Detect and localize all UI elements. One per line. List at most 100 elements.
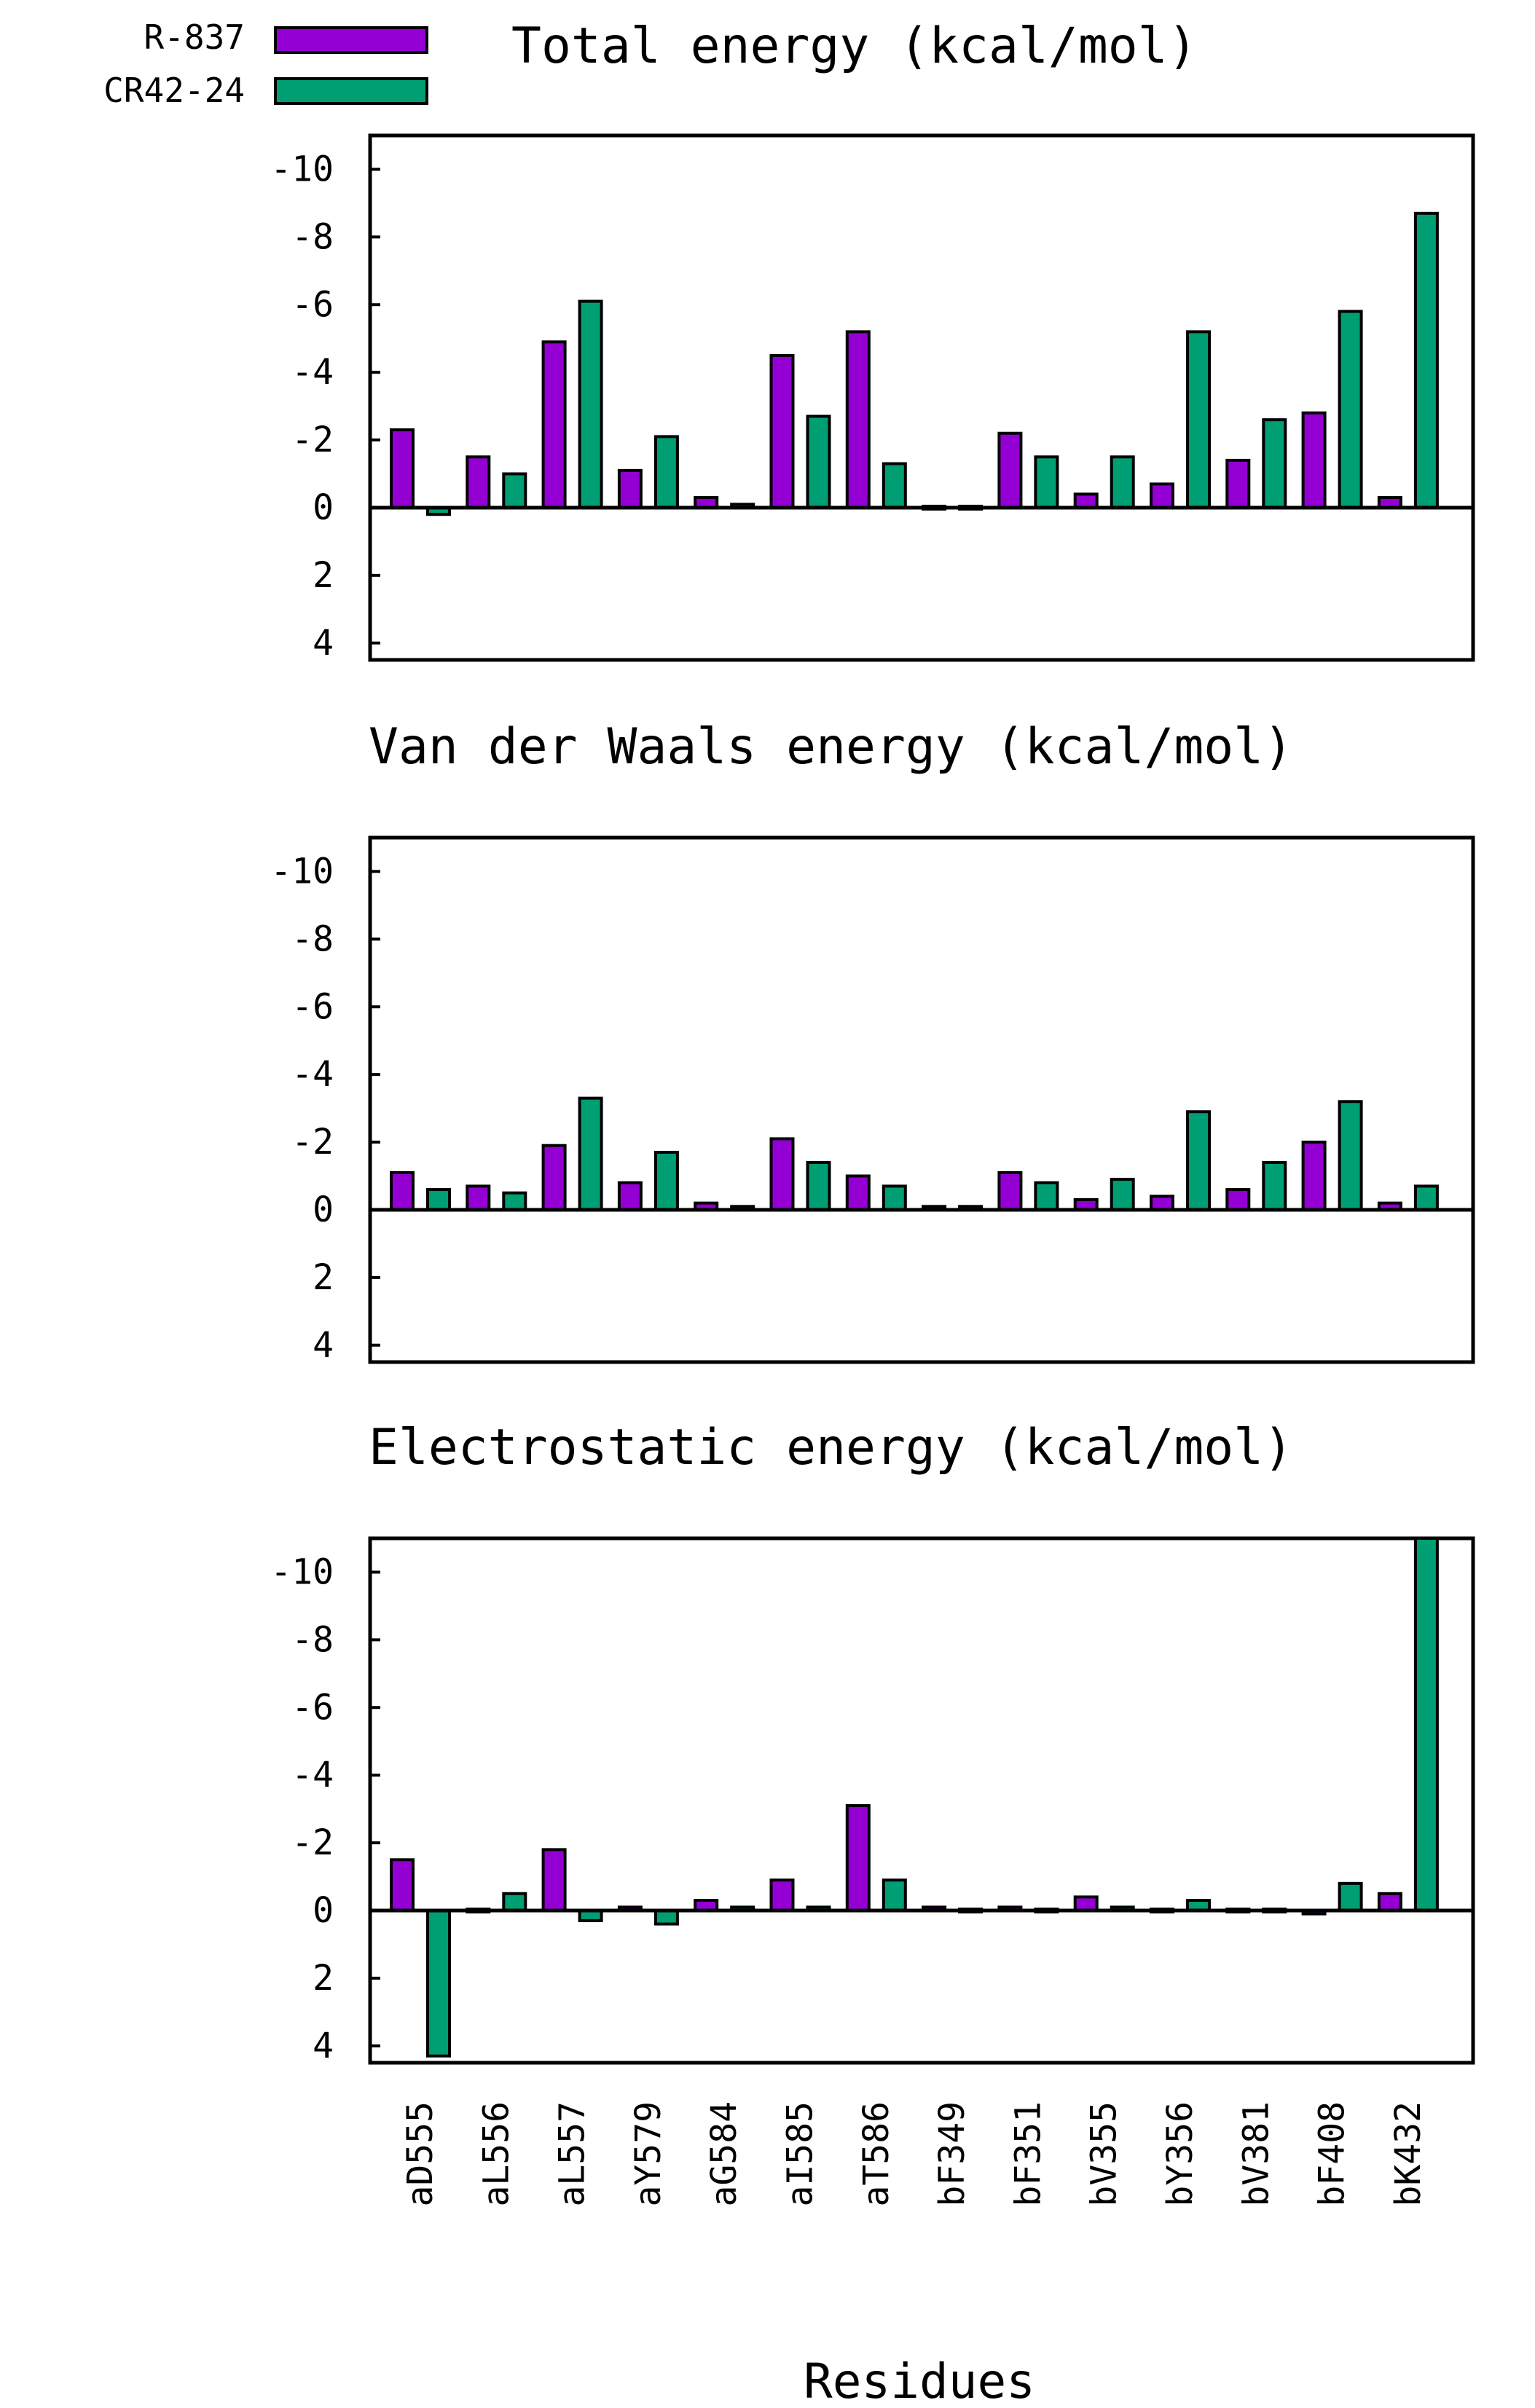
y-tick-label: 0: [313, 1189, 334, 1230]
bar-vdw-r837-bV381: [1225, 1188, 1251, 1211]
bar-electrostatic-cr4224-aL556: [502, 1892, 527, 1912]
bar-vdw-r837-bY356: [1150, 1195, 1174, 1211]
bar-electrostatic-r837-bV355: [1073, 1895, 1099, 1912]
y-tick-label: 0: [313, 487, 334, 528]
y-tick-label: 2: [313, 1257, 334, 1298]
bar-vdw-cr4224-bV381: [1262, 1160, 1287, 1211]
bar-vdw-cr4224-bF408: [1338, 1100, 1363, 1211]
bar-electrostatic-r837-aL557: [541, 1848, 567, 1912]
y-tick-label: -4: [291, 1755, 334, 1795]
x-tick-label-aI585: aI585: [780, 2101, 821, 2207]
panel-title-electrostatic: Electrostatic energy (kcal/mol): [369, 1419, 1293, 1476]
bar-vdw-r837-aT586: [845, 1174, 871, 1211]
x-tick-label-bF408: bF408: [1312, 2101, 1353, 2207]
bar-total-cr4224-bF408: [1338, 310, 1363, 509]
plot-frame-vdw: [368, 835, 1475, 1364]
y-tick-label: 0: [313, 1890, 334, 1931]
bar-electrostatic-cr4224-aY579: [653, 1908, 679, 1926]
electrostatic-energy-panel: -10 -8 -6 -4 -2 0 2 4: [270, 1536, 1475, 2066]
y-tick-label: -10: [270, 851, 334, 892]
x-tick-label-aY579: aY579: [628, 2101, 669, 2207]
bar-total-cr4224-aI585: [806, 414, 831, 509]
x-tick-label-bV381: bV381: [1236, 2101, 1276, 2207]
bar-electrostatic-cr4224-bF408: [1338, 1881, 1363, 1912]
legend-swatch-cr4224: [274, 77, 428, 105]
legend: R-837 CR42-24: [103, 17, 428, 110]
y-tick-label: 4: [313, 2026, 334, 2066]
y-tick-label: -8: [291, 216, 334, 257]
bar-electrostatic-r837-aD555: [390, 1858, 415, 1912]
x-tick-label-bV355: bV355: [1084, 2101, 1125, 2207]
bar-total-r837-aY579: [617, 468, 643, 509]
bar-vdw-cr4224-aT586: [882, 1184, 907, 1211]
x-tick-labels: aD555 aL556 aL557 aY579 aG584 aI585 aT586 bF349…: [400, 2101, 1429, 2207]
bar-total-cr4224-bV355: [1110, 455, 1135, 509]
bar-vdw-r837-aL557: [541, 1144, 567, 1211]
bar-total-cr4224-bK432: [1413, 211, 1439, 509]
bar-vdw-cr4224-aY579: [653, 1151, 679, 1211]
x-tick-label-bF349: bF349: [932, 2101, 973, 2207]
bar-vdw-cr4224-bF351: [1034, 1181, 1059, 1211]
y-tick-label: 4: [313, 623, 334, 664]
x-tick-label-aG584: aG584: [704, 2101, 745, 2207]
y-tick-label: -2: [291, 1122, 334, 1162]
bar-vdw-r837-aD555: [390, 1170, 415, 1211]
bar-total-r837-bV381: [1225, 458, 1251, 509]
bar-total-r837-aI585: [769, 353, 795, 509]
x-tick-label-aD555: aD555: [400, 2101, 441, 2207]
bar-vdw-r837-bF408: [1301, 1141, 1327, 1211]
bar-total-cr4224-bV381: [1262, 418, 1287, 509]
bar-total-r837-aL557: [541, 340, 567, 509]
y-tick-label: 4: [313, 1325, 334, 1366]
bar-total-cr4224-aL556: [502, 472, 527, 509]
plot-frame-electrostatic: [368, 1536, 1475, 2065]
bar-total-r837-bY356: [1150, 482, 1174, 509]
bar-total-cr4224-aT586: [882, 462, 907, 509]
x-tick-label-aL557: aL557: [552, 2101, 593, 2207]
y-tick-label: -10: [270, 1551, 334, 1592]
x-axis-title: Residues: [804, 2353, 1035, 2408]
bar-vdw-r837-aY579: [617, 1181, 643, 1211]
vdw-energy-panel: -10 -8 -6 -4 -2 0 2 4: [270, 835, 1475, 1366]
y-tick-label: -6: [291, 1687, 334, 1728]
bar-total-cr4224-aY579: [653, 435, 679, 509]
x-tick-label-bY356: bY356: [1160, 2101, 1201, 2207]
y-tick-label: -2: [291, 420, 334, 460]
bar-total-r837-aL556: [466, 455, 491, 509]
bar-total-cr4224-bF351: [1034, 455, 1059, 509]
x-tick-label-aL556: aL556: [476, 2101, 517, 2207]
x-tick-label-aT586: aT586: [856, 2101, 897, 2207]
bar-electrostatic-r837-aI585: [769, 1878, 795, 1912]
bar-total-r837-bF408: [1301, 411, 1327, 509]
x-tick-label-bK432: bK432: [1388, 2101, 1429, 2207]
bar-vdw-cr4224-bV355: [1110, 1178, 1135, 1211]
bar-total-r837-bV355: [1073, 492, 1099, 509]
legend-label-cr4224: CR42-24: [103, 71, 245, 110]
bar-electrostatic-cr4224-aT586: [882, 1878, 907, 1912]
y-tick-label: 2: [313, 1958, 334, 1999]
bar-vdw-r837-aI585: [769, 1137, 795, 1211]
panel-title-vdw: Van der Waals energy (kcal/mol): [369, 718, 1293, 776]
bar-total-r837-aD555: [390, 428, 415, 509]
bar-vdw-cr4224-aL556: [502, 1191, 527, 1211]
bar-total-r837-aT586: [845, 330, 871, 509]
y-tick-label: -6: [291, 284, 334, 325]
y-tick-label: -6: [291, 986, 334, 1027]
y-tick-label: -2: [291, 1822, 334, 1863]
bar-vdw-cr4224-aL557: [578, 1096, 603, 1211]
bar-total-r837-bF351: [997, 431, 1023, 509]
y-tick-label: -4: [291, 1054, 334, 1095]
y-tick-label: -4: [291, 352, 334, 393]
bar-vdw-r837-bF351: [997, 1170, 1023, 1211]
bar-vdw-cr4224-bY356: [1186, 1110, 1211, 1211]
bar-electrostatic-cr4224-aD555: [426, 1908, 451, 2058]
y-tick-label: 2: [313, 555, 334, 596]
x-tick-label-bF351: bF351: [1008, 2101, 1048, 2207]
bar-electrostatic-cr4224-bK432: [1413, 1537, 1439, 1912]
bar-electrostatic-r837-aT586: [845, 1803, 871, 1912]
panel-title-total: Total energy (kcal/mol): [511, 17, 1198, 75]
bar-vdw-cr4224-aD555: [426, 1188, 451, 1211]
bar-vdw-r837-aL556: [466, 1184, 491, 1211]
bar-vdw-cr4224-bK432: [1413, 1184, 1439, 1211]
